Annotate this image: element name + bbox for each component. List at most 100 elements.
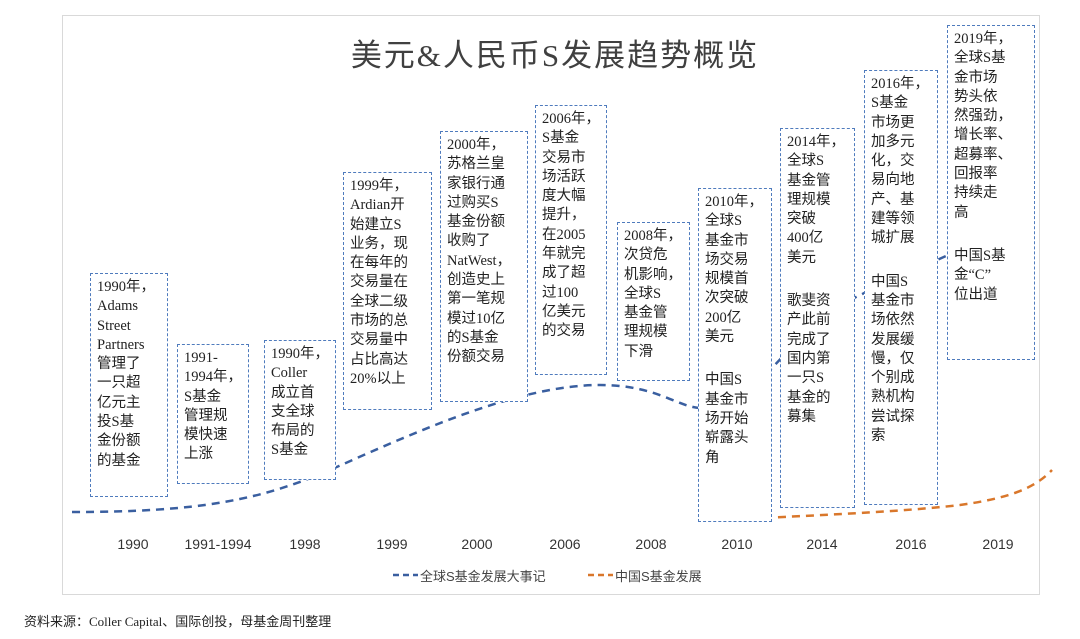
- box-line: 熟机构: [871, 389, 915, 406]
- x-label: 2008: [635, 536, 667, 552]
- box-line: Ardian开: [350, 197, 405, 214]
- box-line: 交易量在: [350, 274, 408, 291]
- box-line: 过100: [542, 284, 579, 301]
- x-label: 2014: [806, 536, 838, 552]
- box-section: 1999年， Ardian开 始建立S 业务，现 在每年的 交易量在 全球二级 市场的总 交易量…: [350, 177, 425, 389]
- box-line: 模快速: [184, 427, 228, 444]
- x-label: 1991-1994: [184, 536, 252, 552]
- event-box: 2019年， 全球S基 金市场 势头依 然强劲， 增长率、 超募率、 回报率 持续走高中国S基金…: [947, 25, 1035, 360]
- box-line: 慢，仅: [871, 350, 915, 367]
- event-box: 2010年， 全球S 基金市 场交易 规模首 次突破 200亿 美元 中国S 基金市 场开始 崭露头角: [698, 188, 772, 522]
- event-box: 1999年， Ardian开 始建立S 业务，现 在每年的 交易量在 全球二级 市场的总 交易量…: [343, 172, 432, 410]
- box-line: 第一笔规: [447, 291, 505, 308]
- box-section: 中国S 基金市 场开始 崭露头角: [705, 371, 765, 467]
- box-line: 产此前: [787, 312, 831, 329]
- box-line: 1990年，: [271, 346, 329, 362]
- box-line: 超募率、: [954, 146, 1012, 163]
- box-section: 1990年， Coller 成立首 支全球 布局的 S基金: [271, 345, 329, 461]
- box-line: 份额交易: [447, 349, 505, 366]
- box-line: 金“C”: [954, 267, 992, 284]
- box-line: 角: [705, 449, 720, 466]
- box-line: 上涨: [184, 446, 213, 463]
- box-line: 2019年，: [954, 31, 1012, 47]
- box-line: 2000年，: [447, 137, 505, 153]
- box-section: 2008年， 次贷危 机影响， 全球S 基金管 理规模 下滑: [624, 227, 683, 362]
- x-label: 2006: [549, 536, 581, 552]
- box-line: 过购买S: [447, 194, 499, 211]
- legend-entry: 全球S基金发展大事记: [420, 569, 546, 584]
- box-line: 市场更: [871, 114, 915, 131]
- box-line: 发展缓: [871, 331, 915, 348]
- box-line: 市场的总: [350, 313, 408, 330]
- box-line: 歌斐资: [787, 293, 831, 310]
- box-line: 的交易: [542, 323, 586, 340]
- x-label: 1998: [289, 536, 321, 552]
- box-line: Street: [97, 317, 131, 334]
- box-line: 金市场: [954, 69, 998, 86]
- x-label: 2016: [895, 536, 927, 552]
- box-line: 机影响，: [624, 266, 682, 283]
- box-line: 亿元主: [97, 394, 141, 411]
- box-line: 国内第: [787, 350, 831, 367]
- box-line: 布局的: [271, 423, 315, 440]
- box-line: 建等领: [871, 211, 915, 228]
- frame: [62, 15, 1040, 595]
- box-line: 完成了: [787, 331, 831, 348]
- event-box: 2006年， S基金 交易市 场活跃 度大幅 提升， 在2005 年就完 成了超 过100 亿美元的…: [535, 105, 607, 375]
- box-line: 势头依: [954, 88, 998, 105]
- box-line: 理规模: [624, 324, 668, 341]
- x-label: 2000: [461, 536, 493, 552]
- box-line: 基金市: [705, 232, 749, 249]
- box-line: 下滑: [624, 343, 653, 360]
- box-line: 2016年，: [871, 76, 929, 92]
- box-line: 持续走: [954, 185, 998, 202]
- box-line: 始建立S: [350, 216, 402, 233]
- title: 美元&人民币S发展趋势概览: [350, 38, 760, 73]
- box-line: 突破: [787, 211, 816, 228]
- box-section: 1990年， Adams Street Partners 管理了 一只超 亿元主 投S基 金份额…: [97, 278, 161, 471]
- box-section: 2014年， 全球S 基金管 理规模 突破 400亿 美元: [787, 133, 848, 268]
- box-line: S基金: [271, 442, 309, 459]
- box-line: 基金的: [787, 389, 831, 406]
- box-line: 度大幅: [542, 188, 586, 205]
- box-line: 美元: [787, 249, 816, 266]
- box-line: 收购了: [447, 233, 491, 250]
- box-line: 年就完: [542, 246, 586, 263]
- box-line: 全球S: [705, 213, 743, 230]
- box-line: 基金管: [624, 305, 668, 322]
- box-line: 基金管: [787, 172, 831, 189]
- box-line: 理规模: [787, 191, 831, 208]
- box-section: 2019年， 全球S基 金市场 势头依 然强劲， 增长率、 超募率、 回报率 持续走高: [954, 30, 1028, 223]
- box-line: 交易市: [542, 149, 586, 166]
- box-line: 场开始: [705, 410, 749, 427]
- x-label: 2010: [721, 536, 753, 552]
- box-line: 1994年，: [184, 369, 242, 386]
- box-line: 美元: [705, 329, 734, 346]
- box-line: 创造史上: [447, 272, 505, 289]
- box-line: 2010年，: [705, 194, 763, 210]
- box-line: 然强劲，: [954, 108, 1012, 125]
- box-line: 索: [871, 428, 886, 445]
- box-line: 中国S: [705, 372, 743, 389]
- box-section: 1991- 1994年， S基金 管理规 模快速 上涨: [184, 349, 242, 465]
- box-line: 金份额: [97, 433, 141, 450]
- box-line: 中国S: [871, 273, 909, 290]
- box-line: 家银行通: [447, 175, 505, 192]
- box-line: 1999年，: [350, 178, 408, 194]
- box-line: 高: [954, 204, 969, 221]
- box-line: 占比高达: [350, 351, 408, 368]
- box-section: 2000年， 苏格兰皇 家银行通 过购买S 基金份额 收购了 NatWest， 创造史上 第一笔…: [447, 136, 521, 368]
- box-section: 2010年， 全球S 基金市 场交易 规模首 次突破 200亿 美元: [705, 193, 765, 347]
- box-line: 业务，现: [350, 235, 408, 252]
- box-line: NatWest，: [447, 252, 512, 269]
- event-box: 2014年， 全球S 基金管 理规模 突破 400亿 美元 歌斐资 产此前 完成了 国内第 一只S 基金…: [780, 128, 855, 508]
- x-label: 1990: [117, 536, 149, 552]
- box-line: 1991-: [184, 350, 218, 366]
- event-box: 1991- 1994年， S基金 管理规 模快速 上涨: [177, 344, 249, 484]
- box-line: 崭露头: [705, 430, 749, 447]
- box-line: 次贷危: [624, 247, 668, 264]
- box-line: 亿美元: [542, 303, 586, 320]
- box-line: 场依然: [871, 312, 915, 329]
- box-line: 2014年，: [787, 134, 845, 150]
